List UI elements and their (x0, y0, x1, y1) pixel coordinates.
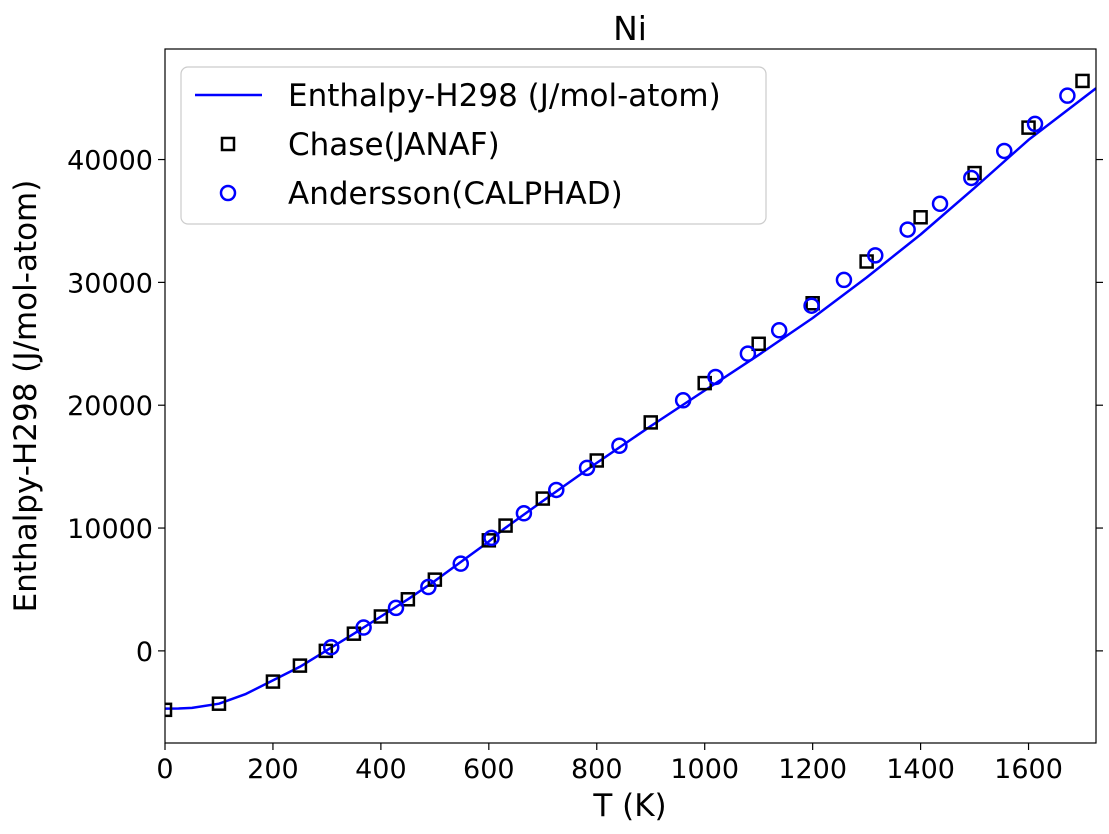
andersson-point (867, 247, 884, 264)
x-tick-label: 1000 (670, 754, 739, 785)
x-tick-label: 1600 (994, 754, 1063, 785)
chase-point (913, 210, 928, 225)
y-tick-label: 30000 (67, 268, 153, 299)
chase-point (400, 592, 416, 607)
andersson-point (739, 345, 757, 362)
chase-point (292, 658, 308, 673)
chase-point (643, 415, 658, 430)
chase-point (165, 702, 173, 718)
andersson-point (420, 578, 437, 596)
legend-circle-swatch (219, 184, 237, 202)
x-tick-label: 200 (247, 754, 299, 785)
x-tick-label: 600 (463, 754, 515, 785)
chase-point (373, 609, 389, 624)
legend-entry-andersson: Andersson(CALPHAD) (288, 176, 623, 212)
chase-point (967, 165, 982, 181)
plot-frame (164, 48, 1097, 744)
andersson-point (452, 555, 470, 572)
andersson-point (931, 195, 949, 213)
andersson-point (611, 437, 628, 454)
chase-point (589, 453, 605, 468)
andersson-point (483, 529, 500, 547)
legend: Enthalpy-H298 (J/mol-atom) Chase(JANAF) … (180, 66, 767, 225)
chase-point (535, 491, 551, 506)
andersson-point (355, 619, 372, 636)
andersson-point (770, 322, 788, 339)
andersson-point (995, 142, 1013, 160)
y-tick-label: 20000 (67, 391, 153, 422)
x-tick-label: 0 (156, 754, 173, 785)
x-tick-label: 400 (355, 754, 407, 785)
legend-square-swatch (220, 136, 236, 152)
andersson-point (322, 638, 340, 656)
andersson-point (1059, 87, 1076, 104)
chase-point (265, 674, 281, 689)
y-tick-label: 40000 (67, 146, 153, 177)
andersson-point (899, 221, 916, 238)
y-tick-label: 0 (136, 637, 153, 668)
enthalpy-series-line (165, 87, 1096, 710)
andersson-point (803, 297, 820, 314)
andersson-point (1026, 115, 1044, 133)
x-axis-label: T (K) (592, 788, 666, 824)
x-tick-label: 1200 (778, 754, 847, 785)
legend-entry-chase: Chase(JANAF) (288, 127, 500, 163)
chase-point (498, 518, 513, 533)
andersson-point (674, 392, 692, 409)
y-tick-label: 10000 (67, 514, 153, 545)
chart-title: Ni (613, 9, 647, 48)
y-axis-label: Enthalpy-H298 (J/mol-atom) (8, 180, 44, 613)
legend-box (180, 66, 767, 225)
andersson-point (707, 368, 724, 386)
x-tick-label: 800 (571, 754, 623, 785)
legend-entry-enthalpy: Enthalpy-H298 (J/mol-atom) (288, 78, 721, 114)
andersson-point (387, 599, 405, 617)
chase-point (211, 696, 227, 711)
andersson-point (963, 169, 980, 187)
x-tick-label: 1400 (886, 754, 955, 785)
andersson-point (548, 481, 565, 499)
plot-area (165, 73, 1096, 718)
chase-point (1075, 73, 1090, 89)
x-axis: 0 200 400 600 800 1000 1200 1400 1600 (156, 743, 1063, 785)
andersson-point (835, 271, 853, 289)
chase-point (481, 533, 497, 548)
andersson-point (578, 459, 596, 477)
chase-point (751, 336, 766, 352)
andersson-point (515, 505, 533, 522)
y-axis: 0 10000 20000 30000 40000 (67, 146, 1103, 668)
